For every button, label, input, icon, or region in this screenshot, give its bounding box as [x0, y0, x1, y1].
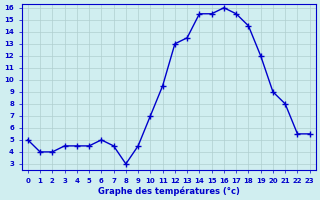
X-axis label: Graphe des températures (°c): Graphe des températures (°c) — [98, 186, 240, 196]
